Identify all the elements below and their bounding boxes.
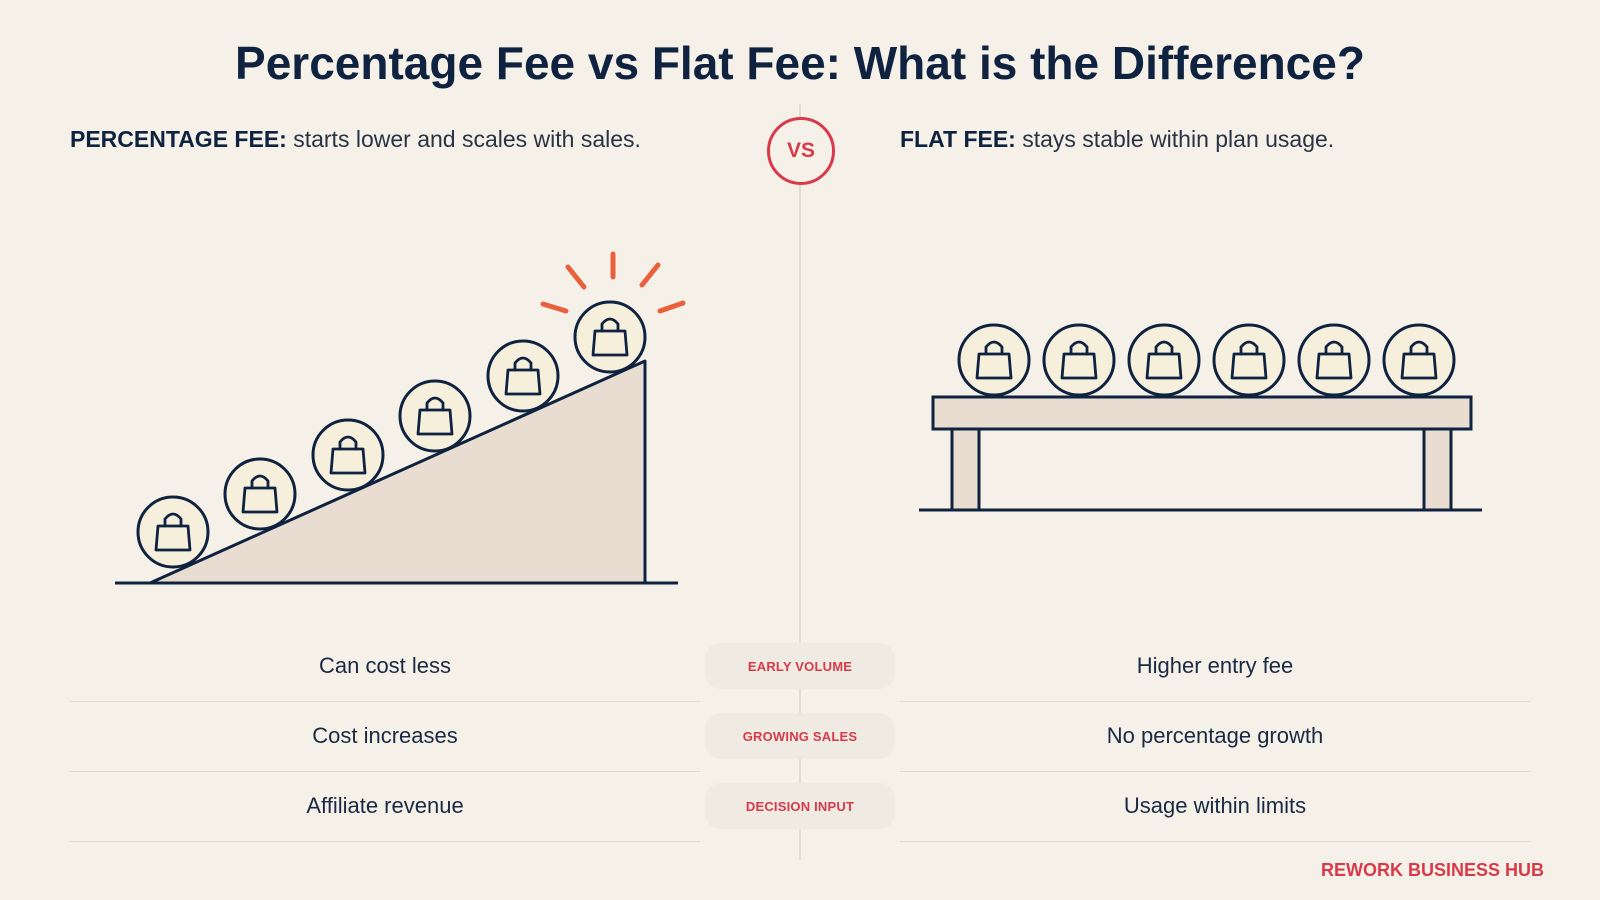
brand-logo-text: REWORK BUSINESS HUB (1320, 860, 1544, 880)
shopping-bag-icon (1127, 323, 1201, 397)
shopping-bag-icon (1042, 323, 1116, 397)
table-leg-left (950, 427, 981, 512)
table-leg-right (1422, 427, 1453, 512)
shopping-bag-icon (573, 300, 647, 374)
percentage-row-early-volume: Can cost less (70, 631, 700, 702)
page-title: Percentage Fee vs Flat Fee: What is the … (235, 37, 1365, 89)
shopping-bag-icon (311, 418, 385, 492)
ramp-shape (148, 359, 647, 585)
shopping-bag-icon (136, 495, 210, 569)
percentage-fee-description: starts lower and scales with sales. (286, 126, 641, 152)
vs-badge: VS (767, 117, 835, 185)
flat-row-early-volume: Higher entry fee (900, 631, 1530, 702)
flat-fee-lead: FLAT FEE: (900, 126, 1016, 152)
percentage-ramp-illustration (115, 251, 686, 585)
percentage-row-growing-sales: Cost increases (70, 701, 700, 772)
shopping-bag-icon (1382, 323, 1456, 397)
shopping-bag-icon (1212, 323, 1286, 397)
category-pill-decision-input: DECISION INPUT (705, 783, 895, 829)
category-pill-early-volume: EARLY VOLUME (705, 643, 895, 689)
percentage-fee-lead: PERCENTAGE FEE: (70, 126, 287, 152)
shopping-bag-icon (398, 379, 472, 453)
shopping-bag-icon (486, 339, 560, 413)
shopping-bag-icon (1297, 323, 1371, 397)
center-divider (799, 104, 801, 860)
flat-fee-description: stays stable within plan usage. (1015, 126, 1335, 152)
flat-table-illustration (919, 323, 1482, 512)
percentage-fee-subtitle: PERCENTAGE FEE: starts lower and scales … (70, 126, 641, 153)
shopping-bag-icon (957, 323, 1031, 397)
category-pill-growing-sales: GROWING SALES (705, 713, 895, 759)
table-top (931, 395, 1473, 431)
flat-row-decision-input: Usage within limits (900, 771, 1530, 842)
flat-fee-subtitle: FLAT FEE: stays stable within plan usage… (900, 126, 1334, 153)
flat-row-growing-sales: No percentage growth (900, 701, 1530, 772)
shopping-bag-icon (223, 457, 297, 531)
percentage-row-decision-input: Affiliate revenue (70, 771, 700, 842)
highlight-burst-icon (540, 251, 686, 314)
